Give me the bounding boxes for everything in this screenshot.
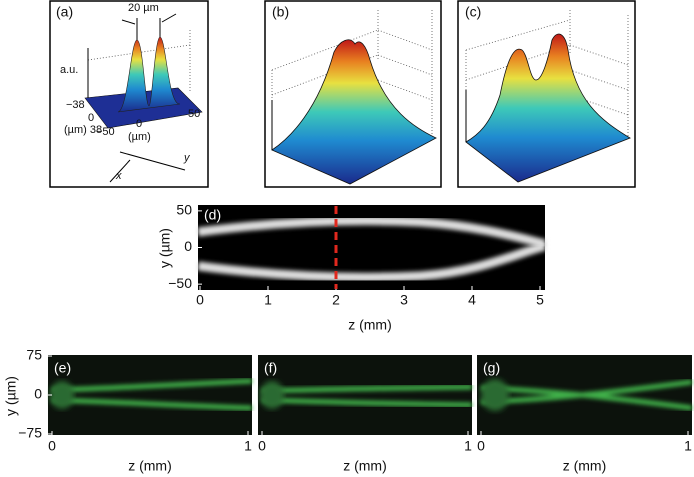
image-g [477,355,693,435]
image-e [48,355,253,435]
x-tick-label: 0 [196,292,204,308]
y-tick-label: −75 [18,425,42,441]
x-tick-label: −38 [66,99,85,111]
image-d [197,205,547,290]
x-axis-label: z (mm) [343,458,387,474]
panel-frame [49,0,209,188]
x-tick-label: 0 [477,438,485,454]
y-tick-label: 50 [188,108,200,120]
y-tick-label: 0 [136,118,142,130]
panel-frame [264,0,442,188]
x-tick-label: 1 [244,438,252,454]
panel-label: (b) [272,4,289,20]
surface-c [465,10,631,183]
panel-label: (f) [264,360,277,376]
x-axis-label: z (mm) [128,458,172,474]
x-axis-label: z (mm) [348,317,392,333]
x-tick-label: (µm) 38 [64,124,102,136]
y-tick-label: 75 [26,347,42,363]
axis-label: y [183,152,191,164]
y-tick-label: 0 [34,386,42,402]
x-tick-label: 0 [258,438,266,454]
panel-frame [457,0,636,188]
surface-b [271,10,437,185]
panel-label: (c) [465,4,481,20]
x-tick-label: 3 [400,292,408,308]
x-tick-label: 5 [536,292,544,308]
surface-a [84,13,203,183]
panel-label: (a) [56,4,73,20]
y-axis-label: y (µm) [3,376,19,416]
x-tick-label: 4 [468,292,476,308]
x-tick-label: 0 [48,438,56,454]
image-f [258,355,473,435]
y-tick-label: −50 [168,275,192,291]
x-tick-label: 1 [464,438,472,454]
x-tick-label: 1 [684,438,692,454]
y-tick-label: 0 [184,238,192,254]
panel-label: (e) [54,360,71,376]
y-tick-label: 50 [176,202,192,218]
panel-label: (d) [204,207,221,223]
annotation: 20 µm [128,2,159,14]
x-tick-label: 0 [88,112,94,124]
z-axis-label: a.u. [60,64,78,76]
x-tick-label: 2 [332,292,340,308]
x-tick-label: 1 [264,292,272,308]
x-axis-label: z (mm) [563,458,607,474]
axis-label: x [115,170,122,182]
y-tick-label: −50 [96,126,115,138]
y-axis-label: y (µm) [157,228,173,268]
y-tick-label: (µm) [128,131,151,143]
panel-label: (g) [483,360,500,376]
